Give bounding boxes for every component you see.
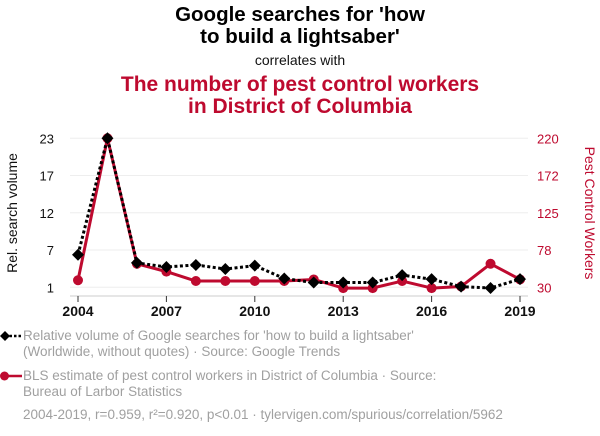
x-tick-label: 2016 (416, 303, 447, 319)
title2-line-1: The number of pest control workers (120, 73, 480, 96)
data-point-pest-control (190, 276, 201, 287)
data-point-google-searches (425, 273, 438, 286)
x-tick-label: 2007 (151, 303, 182, 319)
chart-title: Google searches for 'how to build a ligh… (0, 4, 600, 48)
y-axis-right-label: Pest Control Workers (582, 147, 598, 280)
y-right-tick-label: 78 (537, 243, 551, 258)
data-point-google-searches (72, 248, 84, 261)
y-right-tick-label: 220 (537, 131, 559, 146)
y-right-tick-label: 125 (537, 206, 559, 221)
y-right-tick-label: 172 (537, 169, 559, 184)
legend-icons (0, 331, 22, 381)
legend-item1-line2: (Worldwide, without quotes) · Source: Go… (23, 344, 341, 359)
legend-item2-line2: Bureau of Larbor Statistics (23, 384, 183, 399)
title-line-2: to build a lightsaber' (200, 25, 400, 48)
data-point-google-searches (484, 281, 497, 294)
data-point-pest-control (73, 275, 83, 286)
data-point-pest-control (426, 283, 437, 294)
data-point-google-searches (337, 276, 350, 289)
y-left-tick-label: 23 (40, 131, 54, 146)
series-google-searches (72, 132, 526, 294)
data-point-google-searches (248, 259, 261, 272)
title2-line-2: in District of Columbia (187, 95, 412, 118)
legend-series1-icon (0, 331, 22, 341)
title-line-1: Google searches for 'how (175, 3, 425, 26)
x-tick-label: 2004 (62, 303, 93, 319)
legend-series2-icon (0, 371, 22, 381)
data-point-google-searches (130, 256, 143, 269)
chart-title-secondary: The number of pest control workers in Di… (0, 74, 600, 118)
data-point-google-searches (219, 263, 232, 276)
gridlines (70, 137, 528, 288)
data-point-google-searches (514, 273, 526, 286)
data-point-pest-control (485, 258, 496, 269)
x-axis-ticks: 2004 2007 2010 2013 2016 2019 (62, 296, 536, 319)
data-point-google-searches (101, 132, 114, 145)
y-left-tick-label: 17 (40, 169, 54, 184)
x-tick-label: 2010 (239, 303, 270, 319)
footer-stats[interactable]: 2004-2019, r=0.959, r²=0.920, p<0.01 · t… (23, 407, 503, 422)
data-point-google-searches (455, 280, 468, 293)
legend-item1-line1: Relative volume of Google searches for '… (23, 328, 414, 343)
data-point-google-searches (160, 260, 173, 273)
y-left-tick-label: 1 (47, 280, 54, 295)
y-left-tick-label: 12 (40, 206, 54, 221)
y-right-tick-label: 30 (537, 280, 551, 295)
data-point-pest-control (220, 276, 231, 287)
x-tick-label: 2019 (504, 303, 535, 319)
data-point-google-searches (307, 276, 320, 289)
chart-subtitle: correlates with (254, 52, 346, 68)
data-point-google-searches (396, 269, 409, 282)
data-point-google-searches (366, 276, 379, 289)
data-point-google-searches (189, 258, 202, 271)
x-tick-label: 2013 (328, 303, 359, 319)
legend-item2-line1: BLS estimate of pest control workers in … (23, 368, 437, 383)
y-axis-left-label: Rel. search volume (4, 153, 20, 273)
series-line-google-searches (76, 137, 521, 290)
y-axis-right-ticks: 30 78 125 172 220 (537, 131, 559, 295)
data-point-google-searches (278, 272, 291, 285)
y-left-tick-label: 7 (47, 243, 54, 258)
data-point-pest-control (249, 276, 260, 287)
